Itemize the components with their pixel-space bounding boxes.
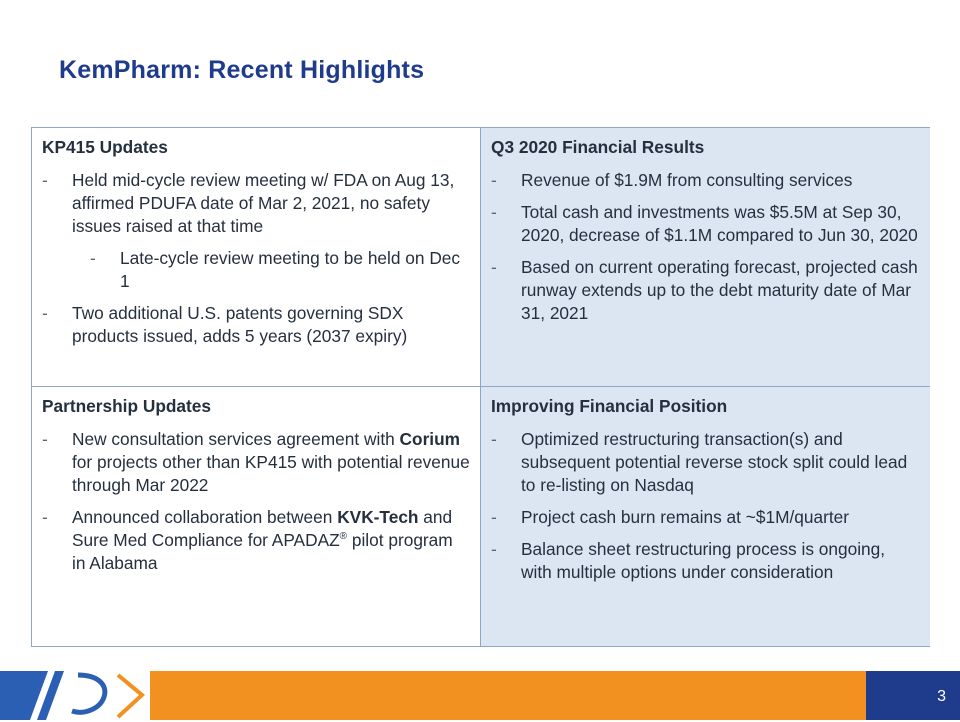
highlights-grid: KP415 Updates - Held mid-cycle review me… — [31, 127, 930, 647]
bullet-text-post: for projects other than KP415 with poten… — [72, 452, 470, 495]
slide-title: KemPharm: Recent Highlights — [59, 56, 425, 84]
list-item: - Two additional U.S. patents governing … — [42, 302, 470, 348]
kp415-bullets: - Held mid-cycle review meeting w/ FDA o… — [42, 169, 470, 348]
partnership-bullets: - New consultation services agreement wi… — [42, 428, 470, 575]
bullet-dash: - — [491, 257, 497, 277]
bullet-text: Project cash burn remains at ~$1M/quarte… — [521, 507, 850, 527]
q3-heading: Q3 2020 Financial Results — [491, 137, 705, 157]
logo-area — [0, 671, 150, 720]
bullet-dash: - — [491, 170, 497, 190]
list-item: - Revenue of $1.9M from consulting servi… — [491, 169, 920, 192]
bullet-dash: - — [42, 429, 48, 449]
bullet-dash: - — [42, 507, 48, 527]
bullet-text-post: pilot program in Alabama — [72, 530, 453, 573]
page-number-box — [866, 671, 960, 720]
list-item: - Optimized restructuring transaction(s)… — [491, 428, 920, 497]
q3-bullets: - Revenue of $1.9M from consulting servi… — [491, 169, 920, 325]
bullet-text: Held mid-cycle review meeting w/ FDA on … — [72, 170, 455, 236]
bullet-dash: - — [491, 429, 497, 449]
kp415-heading: KP415 Updates — [42, 137, 168, 157]
bullet-text-mid: and Sure Med Compliance for APADAZ — [72, 507, 453, 550]
page-number: 3 — [937, 688, 946, 705]
bullet-text: Two additional U.S. patents governing SD… — [72, 303, 408, 346]
bullet-text: Optimized restructuring transaction(s) a… — [521, 429, 908, 495]
bullet-dash: - — [491, 539, 497, 559]
financial-heading: Improving Financial Position — [491, 396, 728, 416]
kp415-updates-cell: KP415 Updates - Held mid-cycle review me… — [32, 128, 481, 387]
bullet-text: Based on current operating forecast, pro… — [521, 257, 918, 323]
bullet-dash: - — [491, 507, 497, 527]
bullet-text-bold: KVK-Tech — [337, 507, 419, 527]
bullet-text: Total cash and investments was $5.5M at … — [521, 202, 918, 245]
financial-position-cell: Improving Financial Position - Optimized… — [481, 387, 930, 646]
list-item: - Total cash and investments was $5.5M a… — [491, 201, 920, 247]
bullet-dash: - — [90, 248, 96, 268]
q3-financial-results-cell: Q3 2020 Financial Results - Revenue of $… — [481, 128, 930, 387]
partnership-heading: Partnership Updates — [42, 396, 212, 416]
list-item: - Announced collaboration between KVK-Te… — [42, 506, 470, 575]
partnership-updates-cell: Partnership Updates - New consultation s… — [32, 387, 481, 646]
registered-mark: ® — [339, 531, 348, 543]
list-item: - Held mid-cycle review meeting w/ FDA o… — [42, 169, 470, 293]
bullet-dash: - — [491, 202, 497, 222]
list-item: - Based on current operating forecast, p… — [491, 256, 920, 325]
list-item: - Project cash burn remains at ~$1M/quar… — [491, 506, 920, 529]
bullet-text-pre: Announced collaboration between — [72, 507, 338, 527]
bullet-dash: - — [42, 170, 48, 190]
bullet-text-pre: New consultation services agreement with — [72, 429, 400, 449]
list-item: - Late-cycle review meeting to be held o… — [90, 247, 470, 293]
list-item: - New consultation services agreement wi… — [42, 428, 470, 497]
kp415-sub-bullets: - Late-cycle review meeting to be held o… — [72, 247, 470, 293]
bullet-dash: - — [42, 303, 48, 323]
financial-bullets: - Optimized restructuring transaction(s)… — [491, 428, 920, 584]
list-item: - Balance sheet restructuring process is… — [491, 538, 920, 584]
bullet-text-bold: Corium — [399, 429, 461, 449]
kempharm-logo-icon — [0, 671, 146, 720]
footer-bar — [0, 671, 960, 720]
bullet-text: Revenue of $1.9M from consulting service… — [521, 170, 853, 190]
bullet-text: Late-cycle review meeting to be held on … — [120, 248, 461, 291]
bullet-text: Balance sheet restructuring process is o… — [521, 539, 886, 582]
